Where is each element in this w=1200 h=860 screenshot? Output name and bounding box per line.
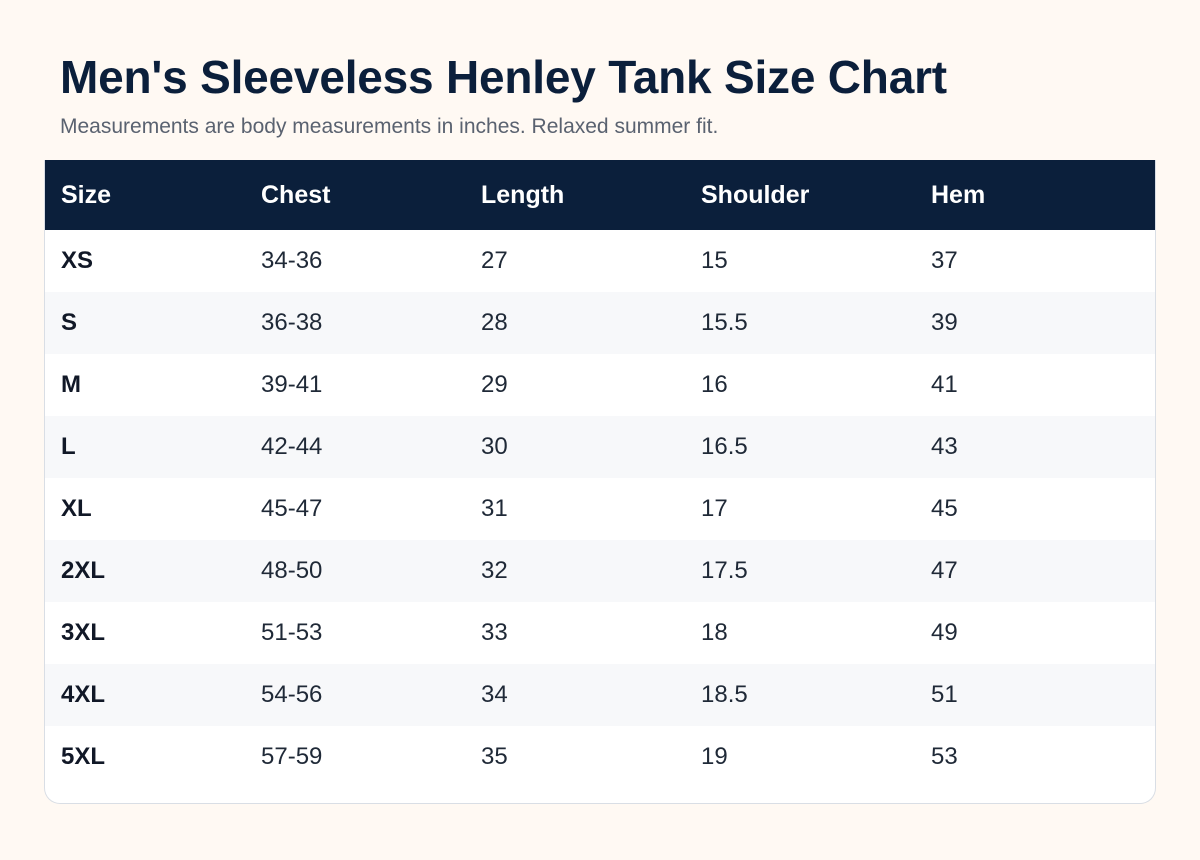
table-row: L 42-44 30 16.5 43 xyxy=(45,416,1155,478)
chest-cell: 39-41 xyxy=(261,371,323,398)
shoulder-cell: 18 xyxy=(701,619,728,646)
table-row: 4XL 54-56 34 18.5 51 xyxy=(45,664,1155,726)
column-header-length: Length xyxy=(481,180,565,209)
hem-cell: 43 xyxy=(931,433,958,460)
hem-cell: 39 xyxy=(931,309,958,336)
table-row: 3XL 51-53 33 18 49 xyxy=(45,602,1155,664)
table-row: S 36-38 28 15.5 39 xyxy=(45,292,1155,354)
length-cell: 31 xyxy=(481,495,508,522)
chest-cell: 45-47 xyxy=(261,495,323,522)
size-cell: XS xyxy=(61,247,94,274)
length-cell: 27 xyxy=(481,247,508,274)
hem-cell: 37 xyxy=(931,247,958,274)
hem-cell: 47 xyxy=(931,557,958,584)
hem-cell: 51 xyxy=(931,681,958,708)
shoulder-cell: 15 xyxy=(701,247,728,274)
length-cell: 34 xyxy=(481,681,508,708)
chest-cell: 48-50 xyxy=(261,557,323,584)
column-header-chest: Chest xyxy=(261,180,331,209)
chest-cell: 36-38 xyxy=(261,309,323,336)
size-cell: M xyxy=(61,371,81,398)
shoulder-cell: 18.5 xyxy=(701,681,748,708)
column-header-hem: Hem xyxy=(931,180,986,209)
table-row: M 39-41 29 16 41 xyxy=(45,354,1155,416)
table-row: XS 34-36 27 15 37 xyxy=(45,230,1155,292)
size-cell: 3XL xyxy=(61,619,106,646)
hem-cell: 53 xyxy=(931,743,958,770)
size-chart-table: Size Chest Length Shoulder Hem XS 34-36 … xyxy=(45,160,1155,788)
table-row: XL 45-47 31 17 45 xyxy=(45,478,1155,540)
chest-cell: 54-56 xyxy=(261,681,323,708)
length-cell: 29 xyxy=(481,371,508,398)
chest-cell: 51-53 xyxy=(261,619,323,646)
shoulder-cell: 17 xyxy=(701,495,728,522)
shoulder-cell: 16 xyxy=(701,371,728,398)
table-row: 2XL 48-50 32 17.5 47 xyxy=(45,540,1155,602)
chest-cell: 34-36 xyxy=(261,247,323,274)
length-cell: 35 xyxy=(481,743,508,770)
table-row: 5XL 57-59 35 19 53 xyxy=(45,726,1155,788)
column-header-size: Size xyxy=(61,180,112,209)
hem-cell: 45 xyxy=(931,495,958,522)
page-title: Men's Sleeveless Henley Tank Size Chart xyxy=(60,51,947,103)
size-chart-card: Size Chest Length Shoulder Hem XS 34-36 … xyxy=(44,160,1156,804)
size-cell: 5XL xyxy=(61,743,106,770)
page-subtitle: Measurements are body measurements in in… xyxy=(60,115,719,138)
shoulder-cell: 17.5 xyxy=(701,557,748,584)
size-cell: L xyxy=(61,433,76,460)
hem-cell: 41 xyxy=(931,371,958,398)
table-header-row: Size Chest Length Shoulder Hem xyxy=(45,160,1155,230)
size-cell: S xyxy=(61,309,78,336)
length-cell: 30 xyxy=(481,433,508,460)
size-cell: 4XL xyxy=(61,681,106,708)
shoulder-cell: 19 xyxy=(701,743,728,770)
chest-cell: 42-44 xyxy=(261,433,323,460)
size-cell: 2XL xyxy=(61,557,106,584)
length-cell: 28 xyxy=(481,309,508,336)
size-cell: XL xyxy=(61,495,92,522)
column-header-shoulder: Shoulder xyxy=(701,180,810,209)
hem-cell: 49 xyxy=(931,619,958,646)
chest-cell: 57-59 xyxy=(261,743,323,770)
length-cell: 32 xyxy=(481,557,508,584)
shoulder-cell: 15.5 xyxy=(701,309,748,336)
length-cell: 33 xyxy=(481,619,508,646)
shoulder-cell: 16.5 xyxy=(701,433,748,460)
